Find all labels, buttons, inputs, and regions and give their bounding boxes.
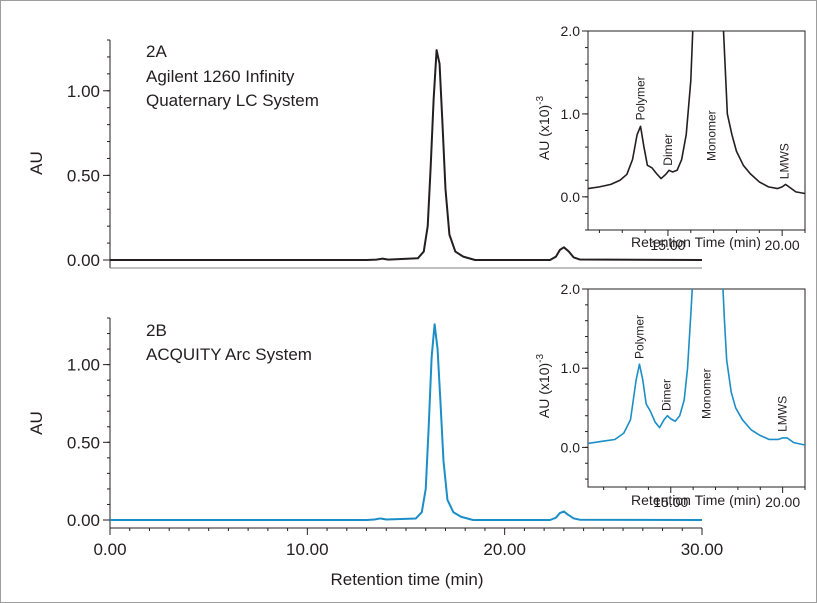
panel-2b-y-tick-label: 0.50: [67, 433, 100, 452]
inset-2b-peak-label-polymer: Polymer: [633, 315, 647, 359]
panel-2b-y-tick-label: 1.00: [67, 356, 100, 375]
inset-2a-y-axis-base: AU (x10): [536, 105, 552, 160]
panel-2b-chromatogram: 2B ACQUITY Arc System AU Retention time …: [27, 317, 724, 589]
inset-2b-y-axis-exponent: -3: [535, 354, 546, 363]
inset-2b-y-tick-label: 2.0: [561, 281, 581, 297]
panel-2a-y-tick-label: 0.50: [67, 166, 100, 185]
inset-2a-peak-label-lmws: LMWS: [777, 143, 791, 179]
panel-2b-y-tick-label: 0.00: [67, 511, 100, 530]
panel-2a-system-line-1: Agilent 1260 Infinity: [146, 67, 295, 86]
panel-2a-system-line-2: Quaternary LC System: [146, 91, 319, 110]
inset-2a-y-tick-label: 1.0: [561, 106, 581, 122]
inset-2b-trace: [588, 289, 805, 446]
panel-2b-inset: 0.0 1.0 2.0 15.00 20.00 Polymer Dimer Monomer LM…: [535, 281, 806, 510]
panel-2b-y-axis-title: AU: [27, 411, 46, 435]
inset-2b-y-tick-label: 1.0: [561, 360, 581, 376]
inset-2b-plot-area: [588, 289, 805, 487]
panel-2a-inset: 0.0 1.0 2.0 15.00 20.00 Polymer Dimer Monomer LM…: [535, 23, 806, 253]
inset-2b-y-axis-title: AU (x10)-3: [535, 354, 552, 419]
inset-2a-x-tick-label: 15.00: [650, 237, 685, 253]
panel-2b-system-line-1: ACQUITY Arc System: [146, 345, 312, 364]
panel-2a-label: 2A: [146, 42, 167, 61]
inset-2b-x-tick-label: 15.00: [653, 494, 688, 510]
inset-2b-x-tick-label: 20.00: [765, 494, 800, 510]
inset-2b-y-tick-label: 0.0: [561, 439, 581, 455]
inset-2a-trace: [588, 31, 805, 195]
panel-2a-y-tick-label: 1.00: [67, 82, 100, 101]
inset-2a-y-axis-exponent: -3: [535, 96, 546, 105]
inset-2b-peak-label-lmws: LMWS: [776, 396, 790, 432]
inset-2a-x-axis-title: Retention Time (min): [631, 234, 761, 250]
panel-2a-chromatogram: 2A Agilent 1260 Infinity Quaternary LC S…: [27, 39, 703, 270]
panel-2a-trace: [110, 49, 703, 261]
inset-2b-peak-label-dimer: Dimer: [659, 379, 673, 411]
inset-2b-frame: [587, 288, 806, 488]
inset-2a-x-tick-label: 20.00: [765, 237, 800, 253]
inset-2b-x-axis-title: Retention Time (min): [631, 492, 761, 508]
inset-2b-peak-label-monomer: Monomer: [700, 368, 714, 419]
inset-2a-peak-label-polymer: Polymer: [634, 76, 648, 120]
panel-2b-x-tick-label: 30.00: [681, 540, 724, 559]
panel-2b-trace: [110, 323, 703, 521]
x-axis-title: Retention time (min): [330, 570, 483, 589]
inset-2b-y-axis-base: AU (x10): [536, 363, 552, 418]
panel-2b-x-tick-label: 10.00: [286, 540, 329, 559]
inset-2a-plot-area: [588, 31, 805, 230]
inset-2a-peak-label-monomer: Monomer: [704, 110, 718, 161]
panel-2b-label: 2B: [146, 321, 167, 340]
inset-2a-peak-label-dimer: Dimer: [661, 134, 675, 166]
inset-2a-y-axis-title: AU (x10)-3: [535, 96, 552, 161]
inset-2a-y-tick-label: 2.0: [561, 23, 581, 39]
panel-2b-x-tick-label: 20.00: [483, 540, 526, 559]
panel-2a-y-axis-title: AU: [27, 151, 46, 175]
panel-2b-x-tick-label: 0.00: [93, 540, 126, 559]
panel-2a-y-tick-label: 0.00: [67, 251, 100, 270]
inset-2a-y-tick-label: 0.0: [561, 189, 581, 205]
